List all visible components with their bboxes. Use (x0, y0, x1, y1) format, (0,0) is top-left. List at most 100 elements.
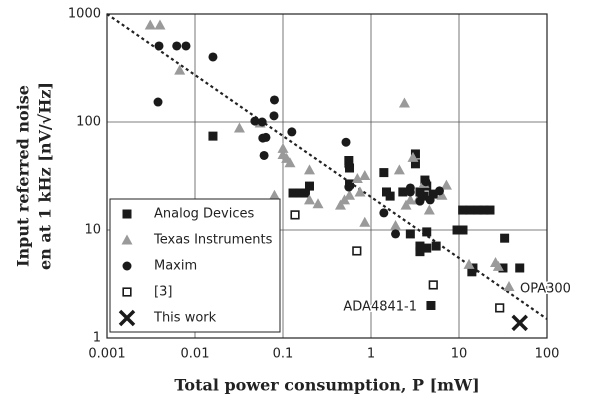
marker-triangle (503, 280, 515, 291)
marker-square (288, 188, 298, 198)
marker-circle (421, 177, 431, 187)
legend-label: This work (153, 311, 217, 326)
marker-triangle (344, 189, 356, 200)
x-tick-label: 1 (367, 347, 375, 362)
marker-square (405, 229, 415, 239)
marker-circle (269, 95, 279, 105)
marker-square (398, 187, 408, 197)
marker-square (422, 243, 432, 253)
marker-square (485, 205, 495, 215)
x-tick-label: 0.1 (273, 347, 294, 362)
marker-triangle (268, 189, 280, 200)
marker-triangle (390, 220, 402, 231)
marker-square (498, 263, 508, 273)
marker-triangle (423, 204, 435, 215)
marker-circle (415, 188, 425, 198)
x-tick-label: 100 (535, 347, 560, 362)
marker-triangle (404, 194, 416, 205)
marker-circle (415, 196, 425, 206)
marker-triangle (359, 169, 371, 180)
marker-open-square (122, 287, 132, 297)
marker-triangle (407, 151, 419, 162)
y-tick-label: 10 (84, 223, 101, 238)
marker-triangle (174, 64, 186, 75)
legend-label: Maxim (154, 259, 197, 274)
marker-square (426, 300, 436, 310)
legend-label: [3] (154, 285, 172, 300)
marker-triangle (440, 179, 452, 190)
marker-square (304, 181, 314, 191)
legend-box (109, 198, 281, 333)
marker-circle (379, 208, 389, 218)
marker-triangle (303, 164, 315, 175)
marks (106, 13, 548, 332)
marker-square (500, 233, 510, 243)
marker-triangle (398, 97, 410, 108)
marker-square (452, 225, 462, 235)
marker-square (458, 225, 468, 235)
marker-square (122, 209, 132, 219)
marker-circle (261, 132, 271, 142)
marker-open-square (290, 210, 300, 220)
marker-triangle (359, 216, 371, 227)
marker-square (465, 205, 475, 215)
marker-open-square (495, 303, 505, 313)
marker-triangle (334, 199, 346, 210)
marker-square (415, 247, 425, 257)
marker-square (208, 131, 218, 141)
marker-square (479, 205, 489, 215)
y-tick-label: 1000 (68, 7, 101, 22)
marker-circle (391, 229, 401, 239)
y-axis-label: en at 1 kHz [nV/√Hz] (36, 82, 55, 270)
marker-square (428, 189, 438, 199)
marker-open-square (352, 246, 362, 256)
plot-frame (106, 13, 548, 339)
y-tick-label: 1 (93, 331, 101, 346)
marker-triangle (121, 234, 133, 245)
marker-circle (405, 187, 415, 197)
marker-triangle (154, 19, 166, 30)
annotation: ADA4841-1 (343, 300, 417, 315)
marker-triangle (312, 198, 324, 209)
marker-circle (208, 52, 218, 62)
marker-circle (122, 261, 132, 271)
marker-triangle (303, 194, 315, 205)
marker-triangle (277, 142, 289, 153)
marker-circle (269, 111, 279, 121)
marker-square (410, 159, 420, 169)
marker-square (419, 191, 429, 201)
marker-square (431, 241, 441, 251)
marker-circle (153, 97, 163, 107)
marker-circle (434, 186, 444, 196)
x-tick-label: 0.001 (88, 347, 125, 362)
marker-x (118, 309, 136, 327)
marker-square (458, 205, 468, 215)
marker-circle (425, 195, 435, 205)
marker-triangle (400, 199, 412, 210)
marker-triangle (436, 189, 448, 200)
marker-square (300, 188, 310, 198)
marker-square (344, 156, 354, 166)
y-axis-label: Input referred noise (14, 85, 33, 267)
marker-square (410, 149, 420, 159)
marker-square (473, 205, 483, 215)
legend-label: Analog Devices (154, 207, 255, 222)
marker-triangle (144, 19, 156, 30)
marker-square (422, 227, 432, 237)
marker-x (511, 314, 528, 332)
marker-circle (344, 161, 354, 171)
marker-square (385, 191, 395, 201)
y-tick-label: 100 (76, 115, 101, 130)
marker-triangle (284, 157, 296, 168)
marker-triangle (492, 260, 504, 271)
marker-circle (259, 150, 269, 160)
marker-circle (257, 117, 267, 127)
marker-square (515, 263, 525, 273)
x-tick-label: 0.01 (181, 347, 210, 362)
marker-circle (341, 137, 351, 147)
marker-triangle (277, 149, 289, 160)
marker-circle (344, 182, 354, 192)
marker-circle (287, 127, 297, 137)
marker-triangle (393, 164, 405, 175)
